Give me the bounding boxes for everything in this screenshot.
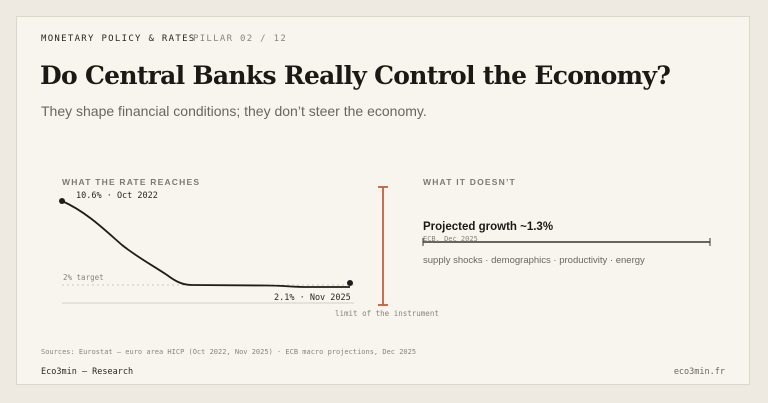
target-label: 2% target [63,273,104,282]
end-marker [347,280,353,286]
page-title: Do Central Banks Really Control the Econ… [40,61,671,90]
section-kicker: MONETARY POLICY & RATES [41,34,196,44]
growth-title: Projected growth ~1.3% [423,221,554,233]
growth-source: ECB, Dec 2025 [423,235,478,243]
pillar-indicator: PILLAR 02 / 12 [193,34,288,44]
page-subtitle: They shape financial conditions; they do… [41,103,427,119]
sources-note: Sources: Eurostat — euro area HICP (Oct … [41,348,417,356]
left-panel-label: WHAT THE RATE REACHES [62,177,201,187]
right-panel-label: WHAT IT DOESN’T [423,177,516,187]
limit-label: limit of the instrument [335,309,439,318]
card: MONETARY POLICY & RATES PILLAR 02 / 12 D… [16,16,750,385]
footer-brand: Eco3min — Research [41,367,134,377]
footer-url[interactable]: eco3min.fr [673,367,725,377]
growth-drivers: supply shocks · demographics · productiv… [423,255,645,266]
peak-marker [59,198,65,204]
end-rate-label: 2.1% · Nov 2025 [274,293,351,303]
peak-rate-label: 10.6% · Oct 2022 [76,191,158,201]
rate-illustration [59,186,711,306]
rate-path [61,200,350,288]
